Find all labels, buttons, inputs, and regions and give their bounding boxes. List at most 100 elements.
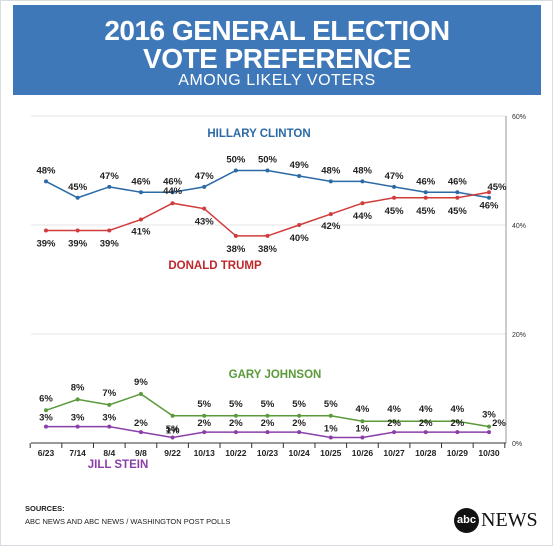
data-label: 2% xyxy=(387,418,401,429)
data-point xyxy=(75,424,80,429)
data-label: 2% xyxy=(492,418,506,429)
data-label: 47% xyxy=(195,171,215,182)
data-label: 45% xyxy=(448,206,468,217)
data-point xyxy=(233,430,238,435)
data-label: 45% xyxy=(68,182,88,193)
data-point xyxy=(297,173,302,178)
data-label: 42% xyxy=(321,221,341,232)
sources-label: SOURCES: xyxy=(25,504,65,513)
data-label: 1% xyxy=(166,426,180,437)
data-point xyxy=(360,179,365,184)
data-label: 5% xyxy=(166,424,180,435)
data-label: 47% xyxy=(100,171,120,182)
data-label: 4% xyxy=(419,404,433,415)
data-point xyxy=(360,419,365,424)
data-point xyxy=(202,206,207,211)
data-point xyxy=(455,190,460,195)
data-point xyxy=(233,168,238,173)
data-point xyxy=(233,413,238,418)
x-tick-label: 6/23 xyxy=(38,448,55,458)
data-label: 2% xyxy=(450,418,464,429)
data-label: 2% xyxy=(292,418,306,429)
data-point xyxy=(392,195,397,200)
data-label: 2% xyxy=(419,418,433,429)
data-label: 4% xyxy=(450,404,464,415)
data-label: 46% xyxy=(131,176,151,187)
data-label: 2% xyxy=(134,418,148,429)
data-point xyxy=(44,424,48,429)
abc-news-logo: abc NEWS xyxy=(454,507,538,533)
data-label: 48% xyxy=(36,165,56,176)
data-label: 50% xyxy=(258,155,278,166)
data-label: 39% xyxy=(100,238,120,249)
data-point xyxy=(328,413,333,418)
data-label: 44% xyxy=(353,211,373,222)
data-label: 5% xyxy=(324,399,338,410)
data-point xyxy=(138,391,143,396)
abc-logo-circle: abc xyxy=(454,507,479,533)
data-point xyxy=(44,228,48,233)
data-point xyxy=(107,184,112,189)
data-label: 1% xyxy=(356,424,370,435)
data-point xyxy=(170,413,175,418)
data-label: 46% xyxy=(416,176,436,187)
series-name-label: GARY JOHNSON xyxy=(229,369,322,381)
data-label: 45% xyxy=(416,206,436,217)
data-point xyxy=(202,430,207,435)
data-point xyxy=(392,419,397,424)
data-label: 45% xyxy=(385,206,405,217)
x-tick-label: 10/26 xyxy=(352,448,374,458)
data-point xyxy=(202,184,207,189)
news-logo-word: NEWS xyxy=(481,508,538,531)
data-label: 4% xyxy=(356,404,370,415)
data-point xyxy=(423,195,428,200)
x-tick-label: 10/28 xyxy=(415,448,437,458)
data-label: 47% xyxy=(385,171,405,182)
data-point xyxy=(328,179,333,184)
data-label: 43% xyxy=(195,217,215,228)
data-label: 2% xyxy=(229,418,243,429)
y-tick-label: 60% xyxy=(512,114,526,121)
data-point xyxy=(392,430,397,435)
data-point xyxy=(297,430,302,435)
data-label: 3% xyxy=(71,413,85,424)
data-label: 48% xyxy=(321,165,341,176)
data-point xyxy=(107,424,112,429)
data-point xyxy=(297,223,302,227)
data-label: 3% xyxy=(102,413,116,424)
data-label: 9% xyxy=(134,377,148,388)
chart-subtitle: AMONG LIKELY VOTERS xyxy=(178,72,376,89)
data-label: 38% xyxy=(226,244,246,255)
x-tick-label: 10/27 xyxy=(383,448,405,458)
data-point xyxy=(138,190,143,195)
data-point xyxy=(170,435,175,440)
data-label: 5% xyxy=(229,399,243,410)
data-label: 7% xyxy=(102,388,116,399)
data-point xyxy=(360,435,365,440)
data-label: 5% xyxy=(292,399,306,410)
y-tick-label: 20% xyxy=(512,332,526,339)
data-label: 49% xyxy=(290,160,310,171)
x-tick-label: 8/4 xyxy=(103,448,115,458)
x-tick-label: 10/24 xyxy=(289,448,311,458)
data-label: 46% xyxy=(163,176,183,187)
x-tick-label: 10/13 xyxy=(194,448,216,458)
data-point xyxy=(107,228,112,233)
data-label: 44% xyxy=(163,186,183,197)
data-label: 3% xyxy=(39,413,53,424)
y-tick-label: 40% xyxy=(512,223,526,230)
data-point xyxy=(75,228,80,233)
data-label: 41% xyxy=(131,227,151,238)
data-point xyxy=(328,212,333,217)
data-point xyxy=(202,413,207,418)
data-point xyxy=(487,195,491,200)
data-point xyxy=(75,195,80,200)
data-point xyxy=(138,217,143,222)
chart-title-line2: VOTE PREFERENCE xyxy=(143,43,411,74)
data-point xyxy=(44,408,48,413)
data-label: 40% xyxy=(290,233,310,244)
series-name-label: DONALD TRUMP xyxy=(168,260,262,272)
y-tick-label: 0% xyxy=(512,441,522,448)
data-point xyxy=(44,179,48,184)
